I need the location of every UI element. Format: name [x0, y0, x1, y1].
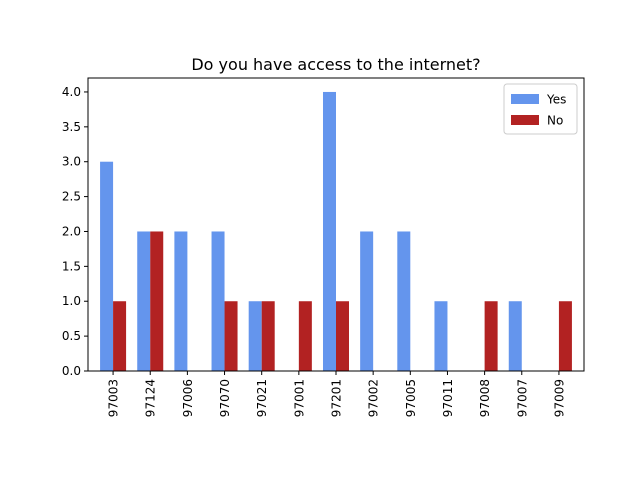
x-tick-label: 97002 — [367, 379, 381, 417]
bar-yes-97005 — [397, 231, 411, 371]
y-tick-label: 1.5 — [62, 259, 81, 273]
bar-no-97124 — [150, 231, 164, 371]
x-tick-label: 97070 — [218, 379, 232, 417]
bar-no-97003 — [113, 301, 127, 371]
bar-no-97009 — [558, 301, 572, 371]
bar-yes-97011 — [434, 301, 448, 371]
bar-yes-97124 — [137, 231, 151, 371]
x-tick-label: 97006 — [181, 379, 195, 417]
legend: Yes No — [503, 83, 578, 135]
x-tick-label: 97201 — [330, 379, 344, 417]
legend-swatch-yes — [511, 94, 539, 104]
legend-swatch-no — [511, 115, 539, 125]
plot-frame — [87, 77, 585, 372]
y-tick-label: 3.5 — [62, 120, 81, 134]
bar-no-97201 — [336, 301, 350, 371]
legend-box — [503, 83, 578, 135]
y-tick-label: 2.0 — [62, 224, 81, 238]
y-tick-label: 3.0 — [62, 155, 81, 169]
bar-yes-97003 — [100, 161, 114, 371]
y-tick-label: 0.5 — [62, 329, 81, 343]
x-axis: 97003 97124 97006 97070 97021 97001 97201 97002… — [107, 371, 566, 417]
bar-yes-97006 — [174, 231, 188, 371]
y-tick-label: 1.0 — [62, 294, 81, 308]
x-tick-label: 97009 — [552, 379, 566, 417]
bar-yes-97201 — [322, 91, 336, 371]
x-tick-label: 97021 — [255, 379, 269, 417]
x-tick-label: 97011 — [441, 379, 455, 417]
bar-yes-97002 — [360, 231, 374, 371]
chart-title: Do you have access to the internet? — [191, 55, 480, 74]
y-tick-label: 4.0 — [62, 85, 81, 99]
bars-group — [100, 91, 572, 371]
x-tick-label: 97001 — [292, 379, 306, 417]
bar-no-97008 — [484, 301, 498, 371]
bar-no-97021 — [261, 301, 275, 371]
y-tick-label: 2.5 — [62, 190, 81, 204]
legend-label-yes: Yes — [546, 93, 566, 107]
x-tick-label: 97007 — [515, 379, 529, 417]
bar-no-97070 — [224, 301, 238, 371]
x-tick-label: 97003 — [107, 379, 121, 417]
bar-yes-97021 — [248, 301, 262, 371]
bar-yes-97070 — [211, 231, 225, 371]
x-tick-label: 97124 — [144, 379, 158, 417]
x-tick-label: 97005 — [404, 379, 418, 417]
bar-yes-97007 — [508, 301, 522, 371]
bar-no-97001 — [298, 301, 312, 371]
x-tick-label: 97008 — [478, 379, 492, 417]
y-axis: 0.0 0.5 1.0 1.5 2.0 2.5 3.0 3.5 4.0 — [62, 85, 88, 378]
y-tick-label: 0.0 — [62, 364, 81, 378]
legend-label-no: No — [547, 114, 563, 128]
